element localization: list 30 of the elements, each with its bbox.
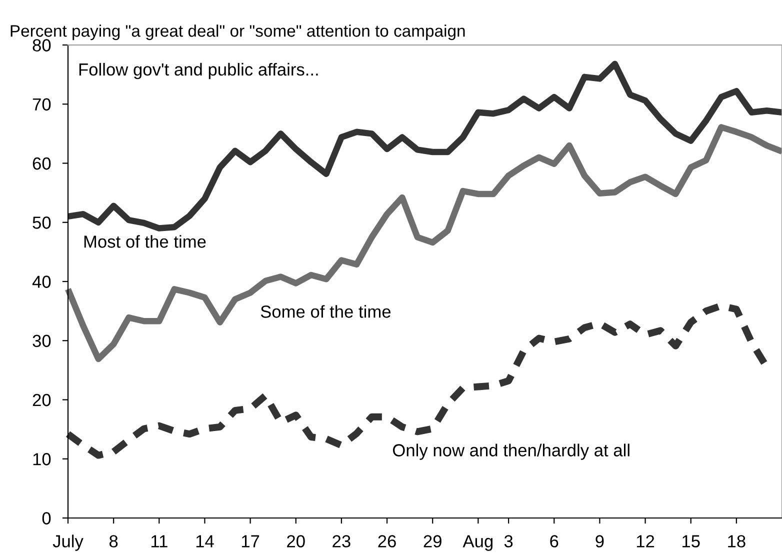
x-tick-label: 26	[378, 535, 396, 548]
y-tick-label: 50	[32, 216, 51, 229]
x-tick-label: 9	[596, 535, 604, 548]
series-label: Most of the time	[84, 235, 206, 248]
x-tick-label: 18	[728, 535, 746, 548]
y-tick-label: 40	[32, 276, 51, 288]
y-tick-label: 0	[42, 512, 51, 524]
x-tick-label: 12	[636, 535, 654, 548]
annotation: Follow gov't and public affairs...	[79, 62, 318, 80]
y-tick-label: 20	[32, 394, 51, 406]
x-tick-label: 17	[242, 535, 260, 548]
y-tick-label: 80	[32, 39, 51, 52]
x-tick-label: 8	[110, 535, 118, 548]
y-tick-label: 10	[33, 453, 51, 466]
y-tick-label: 30	[32, 334, 51, 348]
x-tick-label: 23	[332, 535, 350, 548]
x-tick-label: 6	[550, 535, 558, 548]
x-tick-label: 3	[504, 535, 513, 548]
series-label: Some of the time	[260, 305, 391, 318]
x-tick-label: 15	[682, 535, 700, 548]
x-tick-label: 29	[424, 535, 442, 548]
y-tick-label: 60	[32, 157, 51, 170]
x-tick-label: July	[52, 534, 84, 551]
y-tick-label: 70	[32, 98, 51, 111]
series-label: Only now and then/hardly at all	[392, 444, 630, 460]
x-tick-label: Aug	[462, 535, 492, 551]
x-tick-label: 14	[196, 535, 214, 548]
x-tick-label: 11	[151, 535, 168, 548]
x-tick-label: 20	[287, 535, 305, 548]
chart-title: Percent paying "a great deal" or "some" attention to campaign	[10, 24, 465, 40]
